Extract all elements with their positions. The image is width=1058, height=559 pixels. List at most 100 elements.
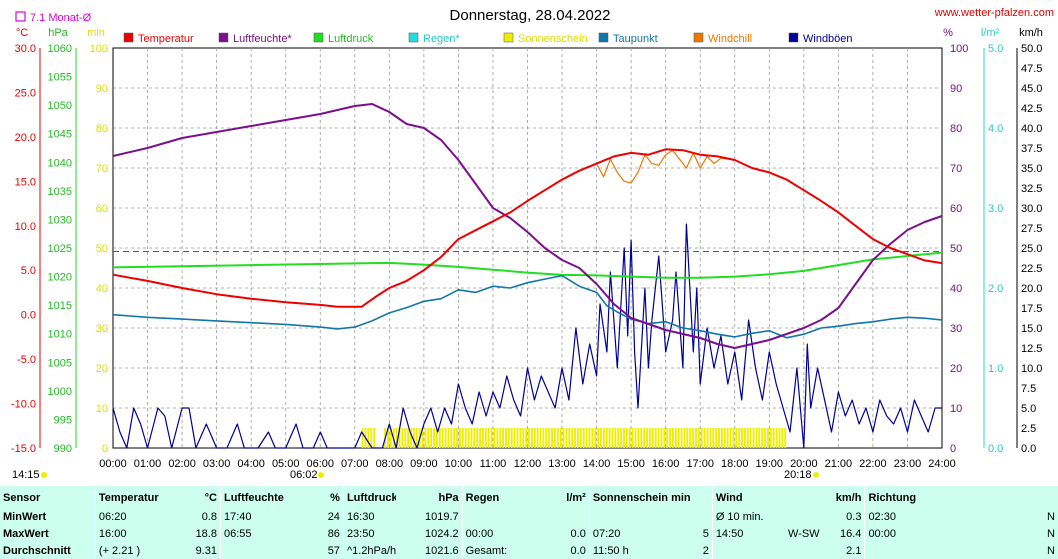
sunshine-bar <box>502 428 505 448</box>
statistics-table: Sensor Temperatur °C Luftfeuchte % Luftd… <box>0 486 1058 559</box>
sunshine-bar <box>625 428 628 448</box>
press-min-time: 16:30 <box>342 508 397 525</box>
sunshine-bar <box>594 428 597 448</box>
hdr-sensor: Sensor <box>3 492 41 504</box>
press-max-time: 23:50 <box>342 525 397 542</box>
axis-temp-tick-1: 25.0 <box>15 87 36 99</box>
wind-unit: km/h <box>1019 27 1043 39</box>
wind-max-value: 16.4 <box>840 527 862 540</box>
axis-temp-tick-2: 20.0 <box>15 132 36 144</box>
sunshine-bar <box>640 428 643 448</box>
axis-wind-tick-13: 17.5 <box>1021 303 1042 315</box>
sunshine-bar <box>556 428 559 448</box>
sunset-label: 20:18 <box>784 469 812 481</box>
axis-pressure-tick-8: 1020 <box>48 272 72 284</box>
axis-sunshine-tick-7: 30 <box>96 323 108 335</box>
sunshine-bar <box>758 428 761 448</box>
wind-avg-extra <box>711 542 779 559</box>
sunshine-bar <box>597 428 600 448</box>
x-tick-7: 07:00 <box>341 458 369 470</box>
axis-pressure-tick-0: 1060 <box>48 43 72 55</box>
axis-pressure-tick-7: 1025 <box>48 243 72 255</box>
sunshine-bar <box>703 428 706 448</box>
sunshine-bar <box>435 428 438 448</box>
sunshine-bar <box>695 428 697 448</box>
axis-rain-tick-2: 3.0 <box>988 203 1003 215</box>
axis-wind-tick-8: 30.0 <box>1021 203 1042 215</box>
hdr-press-unit: hPa <box>438 492 459 504</box>
sunshine-bar <box>553 428 556 448</box>
sunshine-bar <box>577 428 579 448</box>
series-dewpoint-line <box>112 274 943 339</box>
sunshine-bar <box>479 428 482 448</box>
axis-humidity-tick-4: 60 <box>950 203 962 215</box>
sunshine-bar <box>631 428 634 448</box>
series-gusts-line <box>112 223 942 449</box>
axis-rain-tick-5: 0.0 <box>988 443 1003 455</box>
chart-title: Donnerstag, 28.04.2022 <box>450 7 611 24</box>
axis-wind-tick-10: 25.0 <box>1021 243 1042 255</box>
legend-swatch-0 <box>123 32 134 43</box>
sunshine-bar <box>387 428 389 448</box>
sunshine-bar <box>605 428 608 448</box>
axis-wind-tick-12: 20.0 <box>1021 283 1042 295</box>
chart-grid <box>112 47 943 449</box>
sunset-sun-icon <box>813 472 819 478</box>
row-label: MinWert <box>3 510 47 523</box>
sunshine-bar <box>775 428 778 448</box>
weather-chart: Donnerstag, 28.04.2022 www.wetter-pfalze… <box>11 7 1054 481</box>
sunshine-bar <box>723 428 726 448</box>
axis-sunshine-tick-9: 10 <box>96 403 108 415</box>
sunshine-bar <box>697 428 700 448</box>
x-tick-3: 03:00 <box>203 458 231 470</box>
x-tick-12: 12:00 <box>514 458 542 470</box>
series-windchill-line <box>596 149 735 184</box>
monthly-avg-marker-icon <box>15 11 26 22</box>
sunshine-bar <box>781 428 784 448</box>
sunshine-bar <box>749 428 752 448</box>
sunshine-bar <box>666 428 669 448</box>
row-label: Durchschnitt <box>3 544 71 557</box>
row-label: MaxWert <box>3 527 49 540</box>
sunshine-bar <box>539 428 542 448</box>
sunshine-bar <box>623 428 625 448</box>
axis-humidity-tick-1: 90 <box>950 83 962 95</box>
sunshine-bar <box>729 428 732 448</box>
sunshine-bar <box>715 428 718 448</box>
hdr-rain: Regen <box>461 486 526 508</box>
x-tick-18: 18:00 <box>721 458 749 470</box>
temp-min-value: 0.8 <box>201 510 217 523</box>
sunshine-bar <box>686 428 689 448</box>
axis-humidity-tick-3: 70 <box>950 163 962 175</box>
axis-sunshine-tick-10: 0 <box>102 443 108 455</box>
sunshine-bar <box>602 428 605 448</box>
sun-max-time: 07:20 <box>588 525 666 542</box>
x-tick-20: 20:00 <box>790 458 818 470</box>
sunshine-bar <box>499 428 502 448</box>
sun-min-time <box>588 508 666 525</box>
sunshine-bar <box>525 428 528 448</box>
axis-pressure-tick-3: 1045 <box>48 129 72 141</box>
series-temperature-line <box>112 148 943 308</box>
sunshine-bar <box>657 428 660 448</box>
axis-wind-tick-2: 45.0 <box>1021 83 1042 95</box>
axis-rain-tick-3: 2.0 <box>988 283 1003 295</box>
legend-swatch-2 <box>313 32 324 43</box>
site-watermark: www.wetter-pfalzen.com <box>934 7 1054 19</box>
axis-wind-tick-0: 50.0 <box>1021 43 1042 55</box>
sunshine-bar <box>735 428 738 448</box>
hdr-dir: Richtung <box>864 486 1058 508</box>
sunshine-bar <box>551 428 553 448</box>
axis-wind-tick-7: 32.5 <box>1021 183 1042 195</box>
sunshine-bar <box>579 428 582 448</box>
sunshine-bars <box>361 428 787 448</box>
legend-label-6: Windchill <box>708 33 752 45</box>
chart-legend: Temperatur Luftfeuchte* Luftdruck Regen* Son… <box>123 32 853 45</box>
dir-avg-value: N <box>1047 544 1055 557</box>
x-axis-ticks: 00:00 01:00 02:00 03:00 04:00 05:00 06:00 07:00… <box>99 458 956 470</box>
sunshine-bar <box>643 428 646 448</box>
monthly-avg-label: 7.1 Monat-Ø <box>30 12 92 24</box>
wind-min-dir <box>778 508 823 525</box>
sunshine-bar <box>530 428 533 448</box>
sunshine-bar <box>453 428 456 448</box>
